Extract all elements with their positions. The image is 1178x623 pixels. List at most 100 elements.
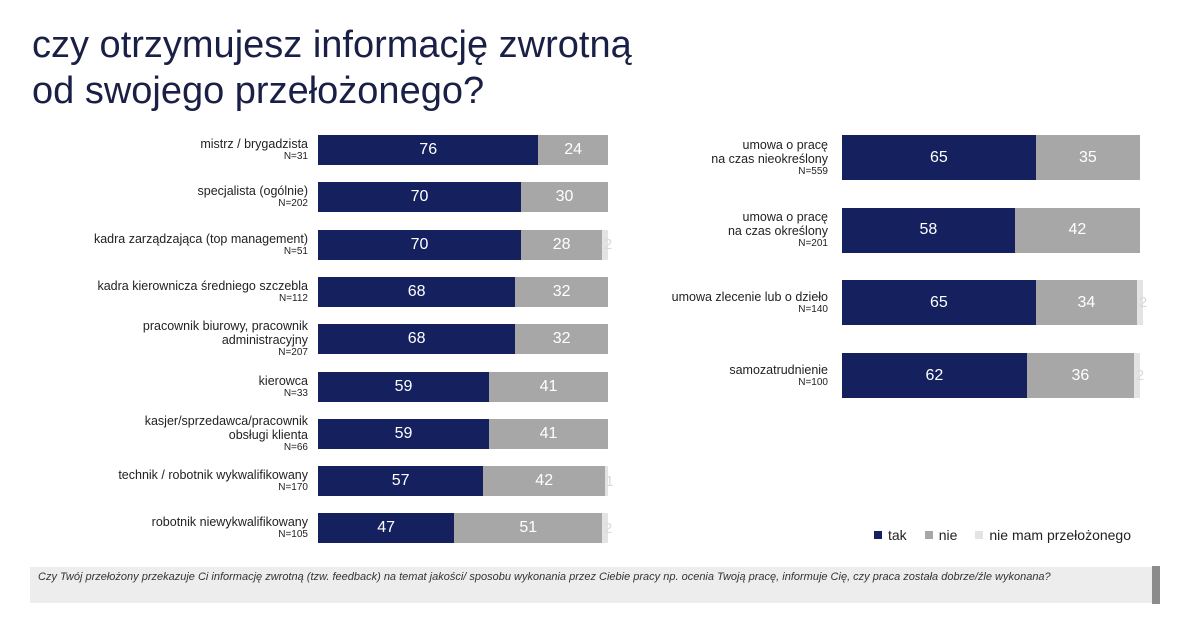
legend: tak nie nie mam przełożonego bbox=[874, 527, 1131, 543]
bar-segment-nie: 36 bbox=[1026, 353, 1135, 399]
category-label: technik / robotnik wykwalifikowany N=170 bbox=[20, 468, 308, 494]
data-label: 59 bbox=[394, 424, 413, 442]
bar-segment-tak: 59 bbox=[318, 418, 490, 449]
category-label-line: administracyjny bbox=[221, 333, 308, 348]
bar-segment-nie: 41 bbox=[489, 371, 608, 402]
data-label: 2 bbox=[603, 519, 613, 537]
data-label: 59 bbox=[394, 377, 413, 395]
category-label: specjalista (ogólnie) N=202 bbox=[20, 184, 308, 210]
legend-label-nie: nie bbox=[938, 527, 958, 543]
category-label: samozatrudnienie N=100 bbox=[560, 363, 828, 389]
bar-track: 70 30 bbox=[318, 182, 608, 213]
legend-swatch-nie bbox=[924, 531, 933, 539]
category-label-line: mistrz / brygadzista bbox=[200, 137, 308, 151]
sample-size-label: N=202 bbox=[278, 198, 308, 210]
data-label: 24 bbox=[564, 141, 583, 158]
category-label: kasjer/sprzedawca/pracownik obsługi klien… bbox=[20, 414, 308, 454]
category-label-line: umowa zlecenie lub o dzieło bbox=[671, 289, 828, 304]
data-label: 68 bbox=[407, 330, 426, 348]
data-label: 35 bbox=[1078, 148, 1097, 166]
category-label-line: kierowca bbox=[258, 373, 308, 388]
bar-track: 59 41 bbox=[318, 418, 608, 449]
data-label: 57 bbox=[391, 472, 410, 490]
data-label: 62 bbox=[925, 366, 944, 384]
footnote-accent-bar bbox=[1152, 566, 1160, 604]
data-label: 34 bbox=[1077, 293, 1096, 311]
bar-segment-nie: 41 bbox=[489, 418, 608, 449]
data-label: 30 bbox=[555, 188, 574, 206]
bar-segment-brak: 2 bbox=[602, 513, 612, 544]
bar-track: 47 51 2 bbox=[318, 513, 612, 544]
chart-title: czy otrzymujesz informację zwrotną od sw… bbox=[32, 22, 632, 114]
data-label: 2 bbox=[1135, 367, 1145, 385]
category-label-line: umowa o pracę bbox=[742, 137, 828, 152]
bar-segment-brak: 1 bbox=[605, 466, 614, 497]
category-label-line: kadra zarządzająca (top management) bbox=[93, 231, 308, 246]
bar-track: 70 28 2 bbox=[318, 229, 612, 260]
data-label: 70 bbox=[410, 188, 429, 206]
category-label-line: technik / robotnik wykwalifikowany bbox=[118, 468, 308, 483]
sample-size-label: N=207 bbox=[278, 347, 308, 359]
category-label: robotnik niewykwalifikowany N=105 bbox=[20, 515, 308, 541]
bar-segment-nie: 42 bbox=[483, 466, 606, 497]
sample-size-label: N=66 bbox=[283, 441, 308, 453]
legend-swatch-tak bbox=[874, 531, 882, 539]
category-label-line: umowa o pracę bbox=[742, 210, 828, 225]
bar-track: 65 34 2 bbox=[842, 280, 1147, 326]
title-line-1: czy otrzymujesz informację zwrotną bbox=[32, 24, 632, 66]
title-line-2: od swojego przełożonego? bbox=[32, 70, 485, 112]
data-label: 32 bbox=[552, 330, 571, 348]
bar-segment-tak: 58 bbox=[842, 207, 1015, 253]
bar-segment-tak: 59 bbox=[318, 371, 490, 402]
data-label: 76 bbox=[419, 141, 438, 158]
data-label: 28 bbox=[552, 235, 571, 253]
bar-segment-nie: 24 bbox=[538, 135, 608, 165]
category-label-line: pracownik biurowy, pracownik bbox=[142, 319, 308, 334]
data-label: 65 bbox=[929, 148, 948, 166]
bar-track: 57 42 1 bbox=[318, 466, 614, 497]
data-label: 2 bbox=[1138, 294, 1148, 312]
sample-size-label: N=201 bbox=[798, 238, 828, 250]
category-label-line: samozatrudnienie bbox=[729, 362, 828, 377]
bar-segment-tak: 57 bbox=[318, 466, 484, 497]
data-label: 58 bbox=[919, 221, 938, 239]
legend-label-tak: tak bbox=[888, 527, 907, 543]
category-label-line: kasjer/sprzedawca/pracownik bbox=[144, 413, 308, 428]
legend-item-tak: tak bbox=[874, 527, 907, 543]
bar-segment-tak: 65 bbox=[842, 280, 1036, 326]
data-label: 32 bbox=[552, 282, 571, 300]
data-label: 68 bbox=[407, 282, 426, 300]
bar-segment-tak: 68 bbox=[318, 276, 516, 307]
sample-size-label: N=31 bbox=[283, 151, 308, 162]
category-label-line: kadra kierownicza średniego szczebla bbox=[97, 278, 308, 293]
bar-track: 59 41 bbox=[318, 371, 608, 402]
bar-segment-nie: 32 bbox=[515, 276, 608, 307]
legend-swatch-brak bbox=[975, 531, 984, 539]
category-label: kierowca N=33 bbox=[20, 374, 308, 400]
category-label: mistrz / brygadzista N=31 bbox=[20, 137, 308, 163]
bar-track: 62 36 2 bbox=[842, 353, 1144, 399]
category-label: umowa zlecenie lub o dzieło N=140 bbox=[560, 290, 828, 316]
data-label: 47 bbox=[377, 519, 396, 537]
category-label-line: obsługi klienta bbox=[228, 427, 308, 442]
category-label-line: robotnik niewykwalifikowany bbox=[151, 515, 308, 530]
data-label: 41 bbox=[539, 424, 558, 442]
data-label: 42 bbox=[535, 472, 554, 490]
legend-item-nie: nie bbox=[924, 527, 958, 543]
bar-track: 65 35 bbox=[842, 135, 1140, 180]
bar-segment-nie: 30 bbox=[521, 182, 608, 213]
sample-size-label: N=105 bbox=[278, 529, 308, 541]
sample-size-label: N=100 bbox=[798, 376, 828, 388]
sample-size-label: N=140 bbox=[798, 303, 828, 315]
data-label: 42 bbox=[1068, 221, 1087, 239]
sample-size-label: N=559 bbox=[798, 165, 828, 177]
bar-segment-tak: 68 bbox=[318, 324, 516, 355]
category-label: umowa o pracę na czas nieokreślony N=559 bbox=[560, 138, 828, 178]
category-label-line: na czas nieokreślony bbox=[711, 151, 828, 166]
bar-track: 76 24 bbox=[318, 135, 608, 165]
category-label-line: na czas określony bbox=[727, 224, 828, 239]
bar-segment-nie: 35 bbox=[1035, 135, 1140, 180]
data-label: 41 bbox=[539, 377, 558, 395]
bar-segment-tak: 70 bbox=[318, 229, 521, 260]
bar-segment-tak: 76 bbox=[318, 135, 539, 165]
